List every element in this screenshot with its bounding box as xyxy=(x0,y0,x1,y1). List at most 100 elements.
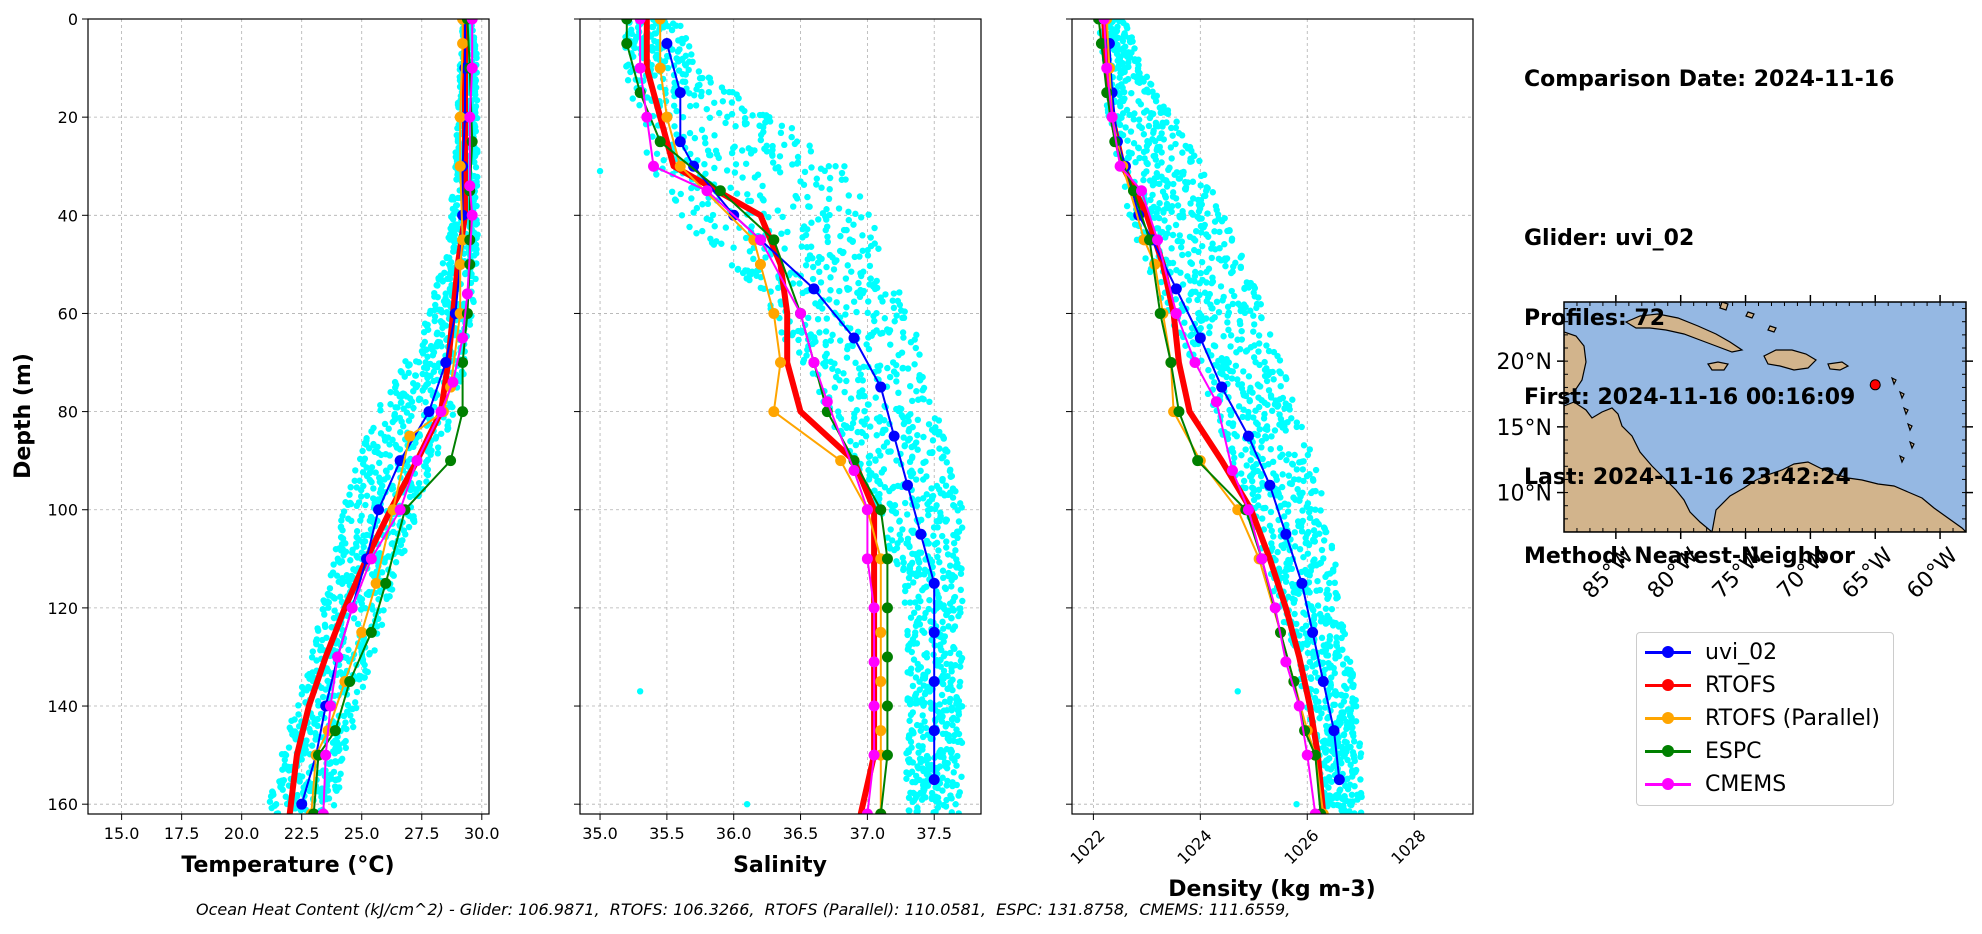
y-tick-label: 40 xyxy=(58,206,78,225)
glider-scatter-point xyxy=(1216,244,1223,252)
series-marker xyxy=(1309,808,1321,814)
glider-scatter-point xyxy=(1198,215,1205,222)
glider-scatter-point xyxy=(857,286,864,294)
glider-scatter-point xyxy=(871,224,878,232)
glider-scatter-point xyxy=(823,263,830,271)
map-lat-label: 15°N xyxy=(1497,416,1552,441)
glider-scatter-point xyxy=(1310,527,1318,534)
glider-scatter-point xyxy=(834,408,842,415)
glider-scatter-point xyxy=(1279,394,1287,402)
glider-scatter-point xyxy=(366,651,373,658)
density-series xyxy=(1093,19,1345,814)
glider-scatter-point xyxy=(939,618,946,626)
glider-scatter-point xyxy=(1311,556,1318,563)
glider-scatter-point xyxy=(1136,154,1143,162)
glider-scatter-point xyxy=(936,428,943,436)
glider-scatter-point xyxy=(391,412,398,419)
series-marker xyxy=(621,19,633,25)
glider-scatter-point xyxy=(833,299,840,306)
glider-scatter-point xyxy=(905,759,913,766)
salinity-x-ticks: 35.0 35.5 36.0 36.5 37.0 37.5 xyxy=(582,814,952,843)
glider-scatter-point xyxy=(929,492,937,500)
glider-scatter-point xyxy=(951,623,959,630)
glider-scatter-point xyxy=(912,344,920,352)
glider-scatter-point xyxy=(788,133,795,141)
glider-scatter-point xyxy=(1128,89,1135,97)
glider-scatter-point xyxy=(1283,456,1290,464)
glider-scatter-point xyxy=(1149,181,1157,189)
glider-scatter-point xyxy=(921,757,929,764)
series-marker xyxy=(1149,258,1161,270)
glider-scatter-point xyxy=(899,526,906,533)
glider-scatter-point xyxy=(1136,122,1143,130)
glider-scatter-point xyxy=(347,557,354,564)
glider-scatter-point xyxy=(940,801,947,809)
series-marker xyxy=(1256,553,1268,565)
glider-scatter-point xyxy=(685,43,693,50)
glider-scatter-point xyxy=(398,399,405,406)
x-tick-label: 36.0 xyxy=(716,824,752,843)
glider-scatter-point xyxy=(1291,451,1298,459)
glider-scatter-point xyxy=(1209,189,1217,196)
glider-scatter-point xyxy=(345,515,352,522)
glider-scatter-point xyxy=(308,742,316,749)
glider-scatter-point xyxy=(1162,194,1170,201)
series-marker xyxy=(928,577,940,589)
glider-scatter-point xyxy=(954,752,961,760)
glider-scatter-point xyxy=(273,801,280,808)
series-marker xyxy=(440,357,452,369)
glider-scatter-point xyxy=(331,607,338,614)
glider-scatter-point xyxy=(314,625,321,632)
glider-scatter-point xyxy=(1209,240,1216,247)
glider-scatter-point xyxy=(673,107,680,115)
glider-scatter-point xyxy=(702,170,709,177)
glider-scatter-point xyxy=(908,648,915,656)
glider-scatter-point xyxy=(955,810,962,814)
series-marker xyxy=(928,626,940,638)
glider-scatter-point xyxy=(916,377,924,384)
lesser-antilles-land xyxy=(1890,376,1915,464)
glider-scatter-point xyxy=(340,508,348,515)
glider-scatter-point xyxy=(1184,273,1191,280)
glider-scatter-point xyxy=(943,611,950,619)
glider-scatter-point xyxy=(1226,226,1233,234)
glider-scatter-point xyxy=(406,361,413,369)
glider-scatter-point xyxy=(776,169,784,176)
glider-scatter-point xyxy=(810,339,818,346)
glider-scatter-point xyxy=(1150,152,1157,160)
glider-scatter-point xyxy=(940,675,947,682)
glider-scatter-point xyxy=(313,636,321,643)
glider-scatter-point xyxy=(1147,81,1155,88)
glider-scatter-point xyxy=(435,276,443,283)
glider-scatter-point xyxy=(934,752,942,759)
glider-scatter-point xyxy=(892,361,900,369)
glider-scatter-point xyxy=(1194,296,1201,304)
glider-scatter-point xyxy=(1234,376,1241,383)
glider-scatter-point xyxy=(1124,25,1131,32)
glider-scatter-point xyxy=(389,540,396,547)
glider-scatter-point xyxy=(921,614,928,622)
glider-name: Glider: uvi_02 xyxy=(1524,226,1695,251)
series-marker xyxy=(848,332,860,344)
glider-scatter-point xyxy=(1344,785,1352,793)
glider-scatter-point xyxy=(443,308,451,316)
glider-scatter-point xyxy=(1244,414,1252,421)
glider-scatter-point xyxy=(1116,55,1124,62)
glider-scatter-point xyxy=(1116,74,1123,81)
glider-scatter-point xyxy=(1130,140,1138,147)
glider-scatter-point xyxy=(1265,460,1272,468)
series-marker xyxy=(423,406,435,418)
glider-scatter-point xyxy=(319,693,327,701)
glider-scatter-point xyxy=(1256,361,1263,369)
glider-scatter-point xyxy=(1298,568,1305,576)
glider-scatter-point xyxy=(1279,451,1286,458)
glider-scatter-point xyxy=(278,777,285,784)
glider-scatter-point xyxy=(893,378,900,385)
glider-scatter-point xyxy=(772,165,779,172)
glider-scatter-point xyxy=(1302,622,1310,629)
glider-scatter-point xyxy=(1191,272,1199,280)
glider-scatter-point xyxy=(864,252,872,259)
glider-scatter-point xyxy=(1195,248,1202,256)
salinity-series xyxy=(621,19,940,814)
glider-scatter-point xyxy=(934,794,942,801)
